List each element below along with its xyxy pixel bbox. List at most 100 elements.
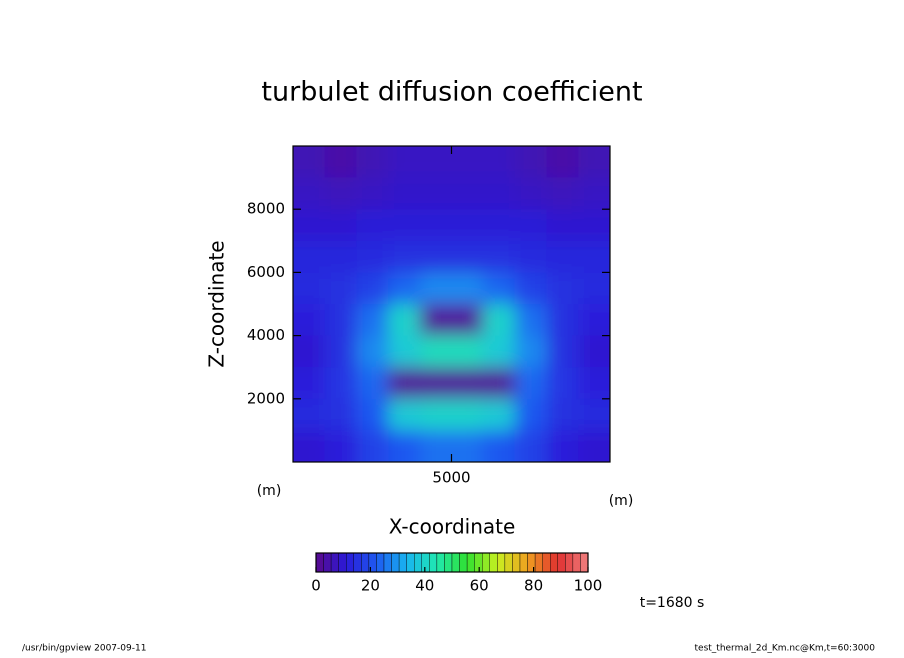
cell [293,430,325,462]
colorbar-segment [444,552,453,573]
cell [546,430,579,462]
cell [356,240,389,273]
cell [324,398,357,431]
cell [514,240,547,273]
colorbar-segment [580,552,589,573]
cell [293,209,325,241]
colorbar-tick-label: 0 [311,577,321,595]
colorbar-segment [391,552,400,573]
cell [293,177,325,210]
cell [356,272,389,304]
cell [388,240,420,273]
cell [356,304,389,336]
y-tick-label: 6000 [247,263,285,281]
footer-left: /usr/bin/gpview 2007-09-11 [22,644,146,654]
cell [419,304,452,336]
cell [419,335,452,368]
colorbar-segment [497,552,506,573]
colorbar-segment [466,552,475,573]
cell [419,367,452,399]
cell [356,177,389,210]
y-unit: (m) [257,483,282,499]
time-label: t=1680 s [640,595,705,611]
x-unit: (m) [609,493,634,509]
cell [546,367,579,399]
cell [419,272,452,304]
cell [293,335,325,368]
cell [546,209,579,241]
colorbar-segment [550,552,558,573]
footer-right: test_thermal_2d_Km.nc@Km,t=60:3000 [695,644,876,654]
y-axis-label: Z-coordinate [205,240,229,367]
cell [546,272,579,304]
colorbar-segment [429,552,438,573]
cell [388,430,420,462]
colorbar-segment [361,552,370,573]
colorbar-segment [542,552,551,573]
cell [514,335,547,368]
cell [578,209,610,241]
colorbar-segment [459,552,468,573]
colorbar-segment [557,552,566,573]
cell [514,146,547,178]
cell [514,272,547,304]
cell [578,240,610,273]
cell [419,177,452,210]
colorbar-tick-label: 80 [524,577,543,595]
cell [514,430,547,462]
cell [388,367,420,399]
cell [578,304,610,336]
cells [293,146,610,462]
cell [578,430,610,462]
cell [483,177,515,210]
x-tick-label: 5000 [432,469,470,487]
colorbar-tick-label: 20 [361,577,380,595]
cell [451,240,484,273]
y-tick-label: 8000 [247,200,285,218]
cell [514,398,547,431]
colorbar-segment [565,552,574,573]
cell [483,304,515,336]
cell [546,398,579,431]
cell [293,146,325,178]
cell [578,335,610,368]
cell [451,272,484,304]
field [293,146,610,462]
cell [419,146,452,178]
cell [451,335,484,368]
cell [546,177,579,210]
cell [388,146,420,178]
cell [578,367,610,399]
colorbar-segment [482,552,490,573]
cell [578,398,610,431]
cell [293,272,325,304]
cell [514,177,547,210]
cell [578,146,610,178]
cell [324,209,357,241]
colorbar-segment [406,552,415,573]
cell [324,240,357,273]
colorbar-segment [451,552,460,573]
cell [483,398,515,431]
cell [451,304,484,336]
colorbar-segment [474,552,483,573]
cell [356,367,389,399]
colorbar-segment [534,552,543,573]
cell [419,240,452,273]
cell [356,430,389,462]
colorbar-segment [353,552,362,573]
colorbar-tick-label: 100 [574,577,603,595]
cell [419,209,452,241]
colorbar-segment [376,552,385,573]
colorbar-segment [330,552,339,573]
cell [578,177,610,210]
cell [324,304,357,336]
cell [483,430,515,462]
colorbar-segment [436,552,445,573]
cell [388,272,420,304]
colorbar-segment [383,552,392,573]
cell [483,335,515,368]
cell [324,177,357,210]
cell [514,304,547,336]
cell [483,272,515,304]
